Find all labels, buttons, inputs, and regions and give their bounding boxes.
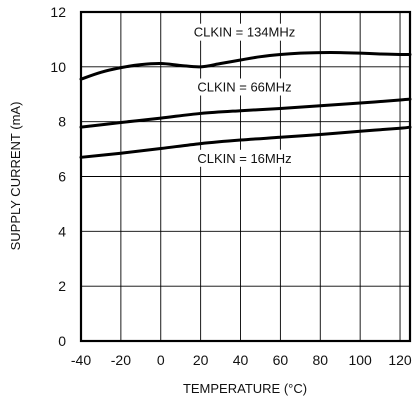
series-lines [79, 51, 412, 159]
x-tick-label: -20 [111, 352, 131, 368]
tick-labels: -40 -20 0 20 40 60 80 100 120 0 2 4 6 8 10 12 [50, 4, 412, 368]
series-label-background [190, 23, 299, 41]
y-tick-label: 12 [50, 4, 66, 20]
series-line-134mhz [79, 51, 412, 81]
x-tick-label: 40 [233, 352, 249, 368]
series-label-134mhz: CLKIN = 134MHz [194, 25, 296, 40]
x-tick-label: 120 [388, 352, 412, 368]
series-line-16mhz [79, 125, 412, 159]
series-label-16mhz: CLKIN = 16MHz [197, 151, 291, 166]
grid [81, 12, 410, 341]
y-tick-label: 8 [58, 114, 66, 130]
series-label-background [194, 149, 295, 167]
x-axis-title: TEMPERATURE (°C) [183, 381, 307, 396]
x-tick-label: 60 [273, 352, 289, 368]
y-tick-label: 10 [50, 59, 66, 75]
y-axis-title: SUPPLY CURRENT (mA) [8, 102, 23, 251]
series-line-66mhz [79, 97, 412, 129]
y-tick-label: 4 [58, 223, 66, 239]
x-tick-label: -40 [71, 352, 91, 368]
series-label-66mhz: CLKIN = 66MHz [197, 80, 291, 95]
x-tick-label: 100 [348, 352, 372, 368]
series-label-background [194, 78, 295, 96]
y-tick-label: 6 [58, 169, 66, 185]
series-labels: CLKIN = 134MHz CLKIN = 66MHz CLKIN = 16MHz [190, 23, 299, 167]
y-tick-label: 0 [58, 333, 66, 349]
x-tick-label: 20 [193, 352, 209, 368]
x-tick-label: 80 [312, 352, 328, 368]
plot-frame [79, 10, 412, 343]
x-tick-label: 0 [157, 352, 165, 368]
y-tick-label: 2 [58, 278, 66, 294]
